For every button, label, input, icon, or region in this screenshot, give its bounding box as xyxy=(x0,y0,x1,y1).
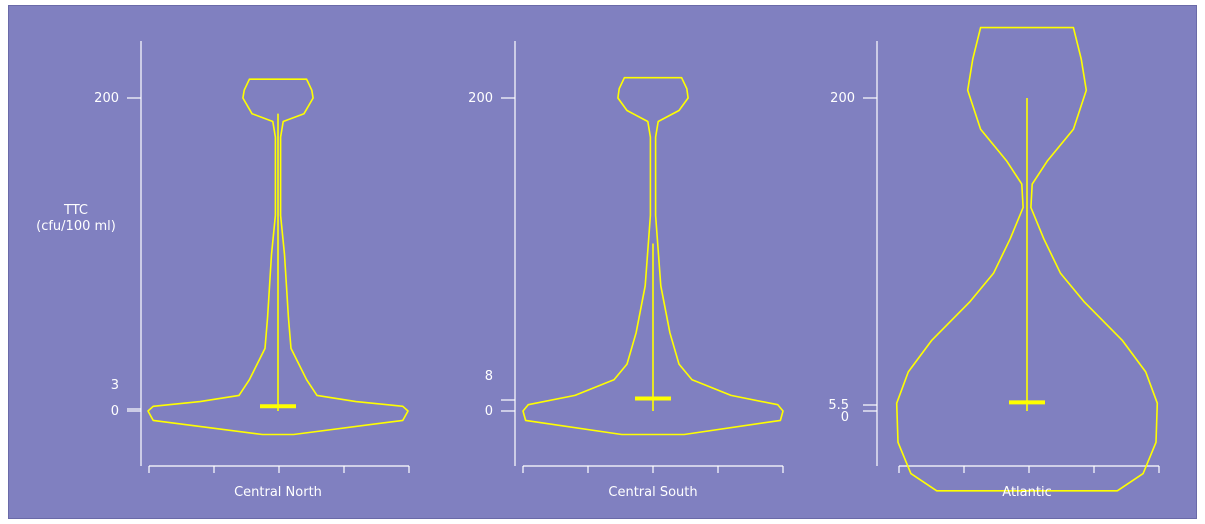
violin-central-south xyxy=(522,76,784,436)
y-tick-label-atlantic: 5.5 xyxy=(828,398,849,413)
y-axis-title-line2: (cfu/100 ml) xyxy=(36,219,116,234)
x-category-label-atlantic: Atlantic xyxy=(1002,485,1051,500)
x-category-label-central-north: Central North xyxy=(234,485,322,500)
y-tick-label-atlantic: 0 xyxy=(841,410,849,425)
y-axis-title-line1: TTC xyxy=(64,203,88,218)
y-tick-label-central-south: 0 xyxy=(485,404,493,419)
y-tick-label-central-south: 8 xyxy=(485,369,493,384)
violin-central-north xyxy=(147,78,409,436)
y-axis-title: TTC (cfu/100 ml) xyxy=(23,203,129,235)
y-tick-label-central-north: 3 xyxy=(111,378,119,393)
violin-atlantic xyxy=(895,26,1159,492)
y-tick-label-atlantic: 200 xyxy=(830,91,855,106)
x-category-label-central-south: Central South xyxy=(608,485,697,500)
y-tick-label-central-north: 200 xyxy=(94,91,119,106)
chart-figure: TTC (cfu/100 ml) 0 3 200 Central North 0 8 200… xyxy=(8,5,1197,519)
y-tick-label-central-north: 0 xyxy=(111,404,119,419)
y-tick-label-central-south: 200 xyxy=(468,91,493,106)
